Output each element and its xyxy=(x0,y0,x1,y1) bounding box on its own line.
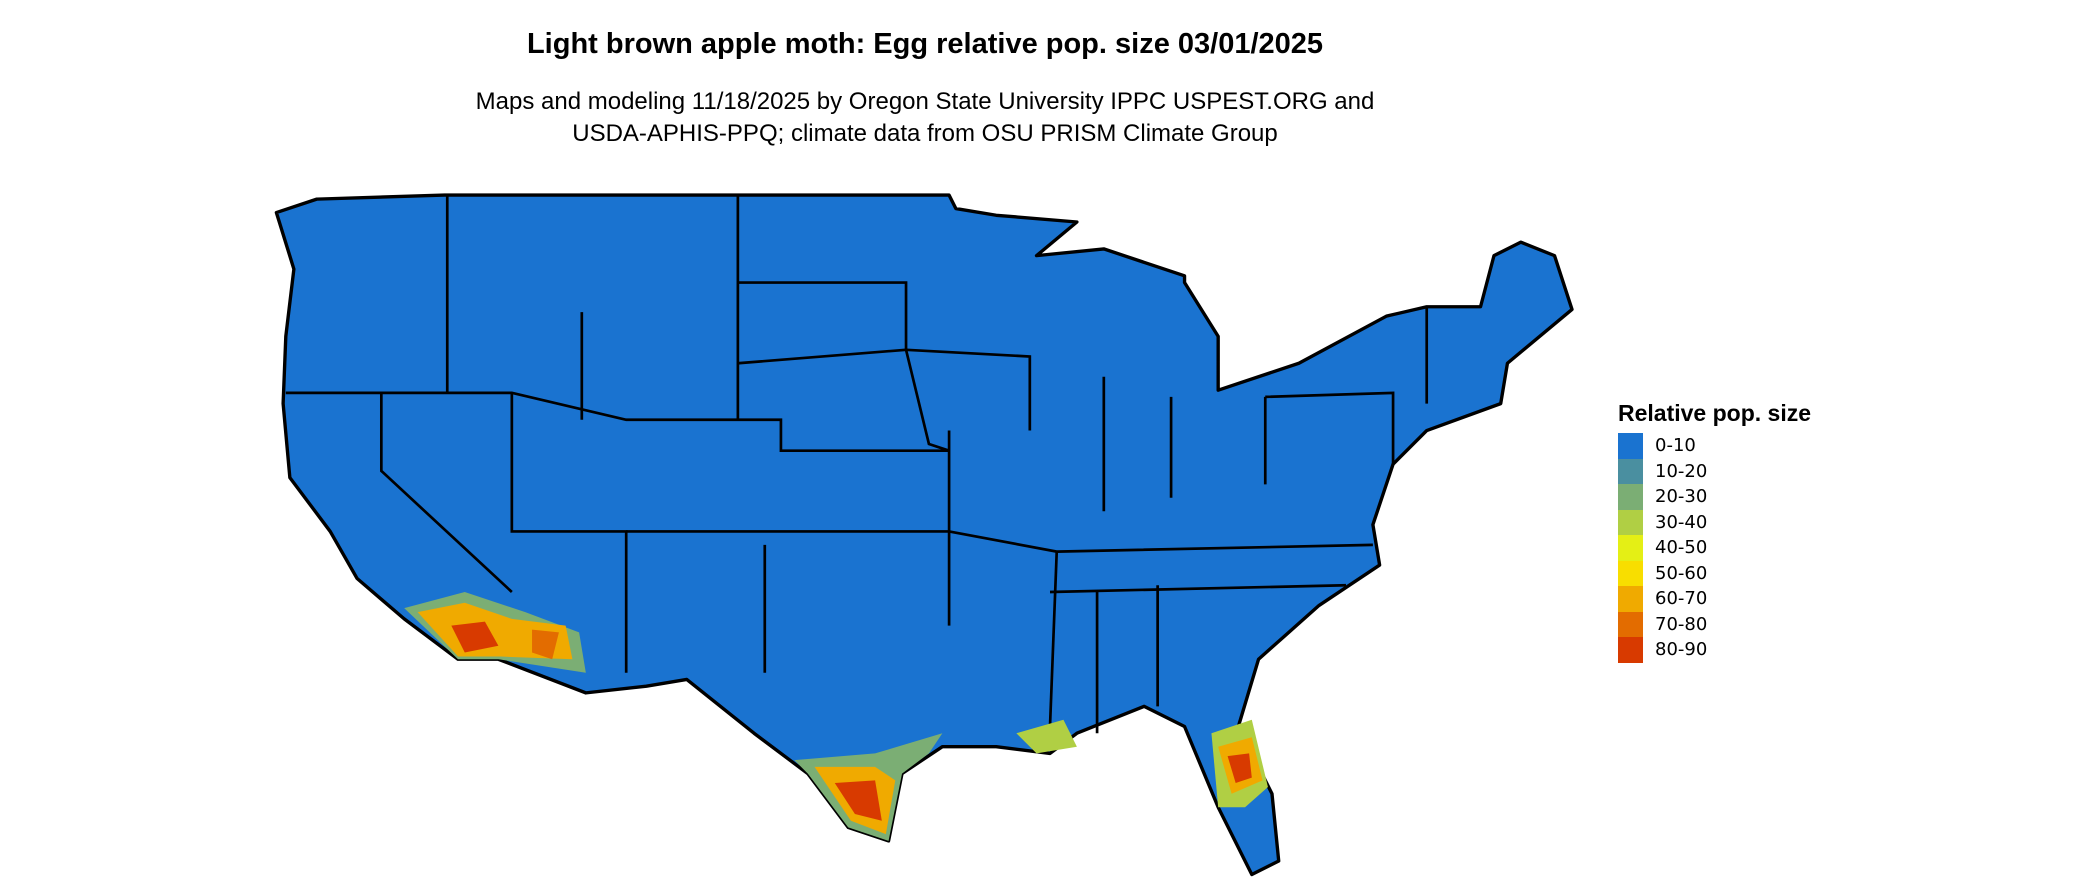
conus-outline xyxy=(274,193,1574,877)
legend-label: 50-60 xyxy=(1655,562,1708,584)
hotspot-louisiana xyxy=(1016,719,1077,754)
legend-item: 80-90 xyxy=(1618,637,1811,663)
legend-item: 50-60 xyxy=(1618,560,1811,586)
legend-swatch xyxy=(1618,458,1643,484)
legend-swatch xyxy=(1618,611,1643,637)
map-subtitle: Maps and modeling 11/18/2025 by Oregon S… xyxy=(0,86,1850,150)
legend-item: 70-80 xyxy=(1618,611,1811,637)
legend-label: 0-10 xyxy=(1655,435,1696,457)
legend: Relative pop. size 0-10 10-20 20-30 30-40 40… xyxy=(1618,400,1811,663)
legend-item: 40-50 xyxy=(1618,535,1811,561)
map-title: Light brown apple moth: Egg relative pop… xyxy=(526,28,1324,60)
legend-swatch xyxy=(1618,535,1643,561)
legend-label: 60-70 xyxy=(1655,588,1708,610)
state-borders xyxy=(285,195,1429,734)
subtitle-line-2: USDA-APHIS-PPQ; climate data from OSU PR… xyxy=(572,120,1278,147)
legend-swatch xyxy=(1618,637,1643,663)
legend-swatch xyxy=(1618,586,1643,612)
legend-item: 20-30 xyxy=(1618,484,1811,510)
subtitle-line-1: Maps and modeling 11/18/2025 by Oregon S… xyxy=(475,88,1375,115)
legend-label: 10-20 xyxy=(1655,460,1708,482)
legend-item: 60-70 xyxy=(1618,586,1811,612)
legend-swatch xyxy=(1618,560,1643,586)
legend-title: Relative pop. size xyxy=(1618,400,1812,426)
legend-item: 10-20 xyxy=(1618,458,1811,484)
legend-item: 30-40 xyxy=(1618,509,1811,535)
legend-label: 30-40 xyxy=(1655,511,1708,533)
legend-label: 20-30 xyxy=(1655,486,1708,508)
legend-item: 0-10 xyxy=(1618,433,1811,459)
legend-label: 40-50 xyxy=(1655,537,1708,559)
hotspot-south-texas xyxy=(794,733,943,841)
hotspot-florida xyxy=(1211,719,1268,808)
legend-swatch xyxy=(1618,509,1643,535)
legend-swatch xyxy=(1618,433,1643,459)
legend-label: 80-90 xyxy=(1655,639,1708,661)
legend-label: 70-80 xyxy=(1655,613,1708,635)
hotspot-southwest xyxy=(404,591,586,673)
legend-swatch xyxy=(1618,484,1643,510)
